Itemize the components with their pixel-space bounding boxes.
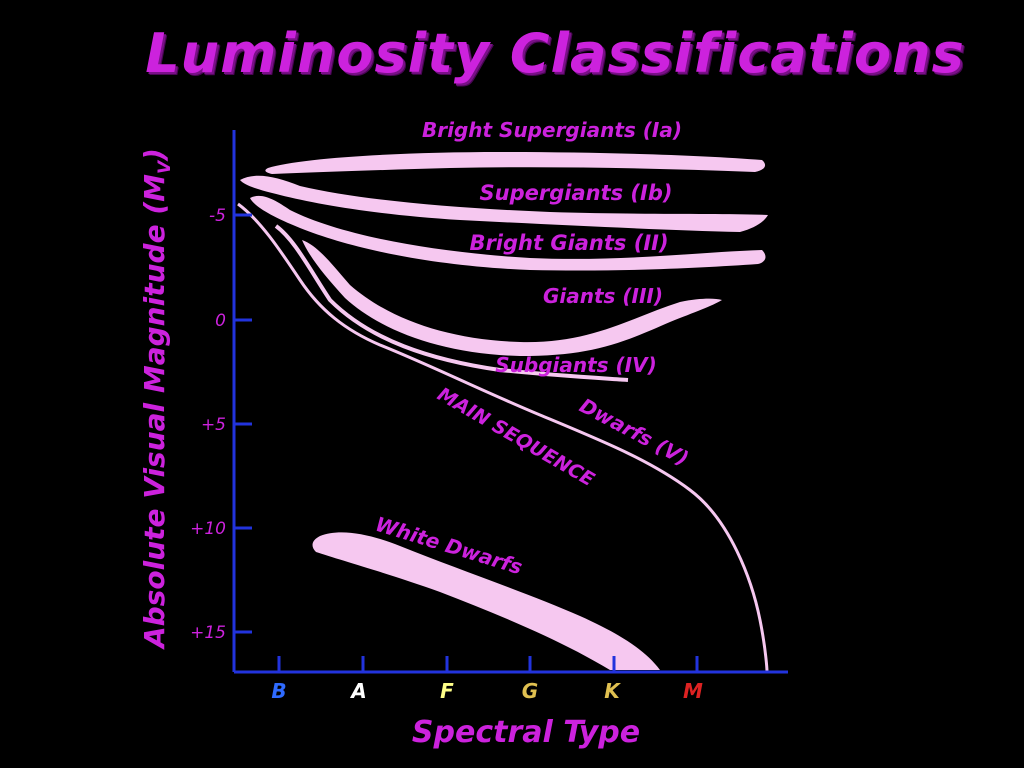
x-tick-label-f: F [440,679,454,703]
x-ticks [277,656,699,672]
x-tick-label-k: K [604,679,621,703]
label-main-sequence: MAIN SEQUENCE [434,383,599,491]
y-tick-label: +5 [201,415,226,435]
x-tick-label-a: A [349,679,366,703]
band-white-dwarfs [312,532,660,670]
x-axis-title: Spectral Type [412,715,640,750]
band-giants [302,240,722,356]
label-supergiants: Supergiants (Ib) [480,181,673,205]
y-ticks [234,213,252,634]
y-tick-label: 0 [215,311,226,331]
y-tick-label: +10 [190,519,226,539]
x-tick-label-m: M [683,679,703,703]
label-subgiants: Subgiants (IV) [495,353,657,377]
x-tick-label-b: B [271,679,286,703]
label-giants: Giants (III) [543,284,663,308]
band-bright-supergiants [265,152,766,174]
x-tick-label-g: G [522,679,538,703]
y-tick-label: -5 [209,206,226,226]
curve-main-sequence [237,202,769,673]
y-tick-label: +15 [190,623,226,643]
band-bright-giants [250,195,766,271]
label-dwarfs: Dwarfs (V) [576,393,693,470]
label-bright-supergiants: Bright Supergiants (Ia) [422,118,682,142]
diagram-title: Luminosity Classifications [145,22,965,85]
curve-subgiants [274,224,629,382]
y-axis-title: Absolute Visual Magnitude (MV) [138,148,175,650]
label-bright-giants: Bright Giants (II) [469,231,668,255]
band-supergiants [240,175,768,232]
